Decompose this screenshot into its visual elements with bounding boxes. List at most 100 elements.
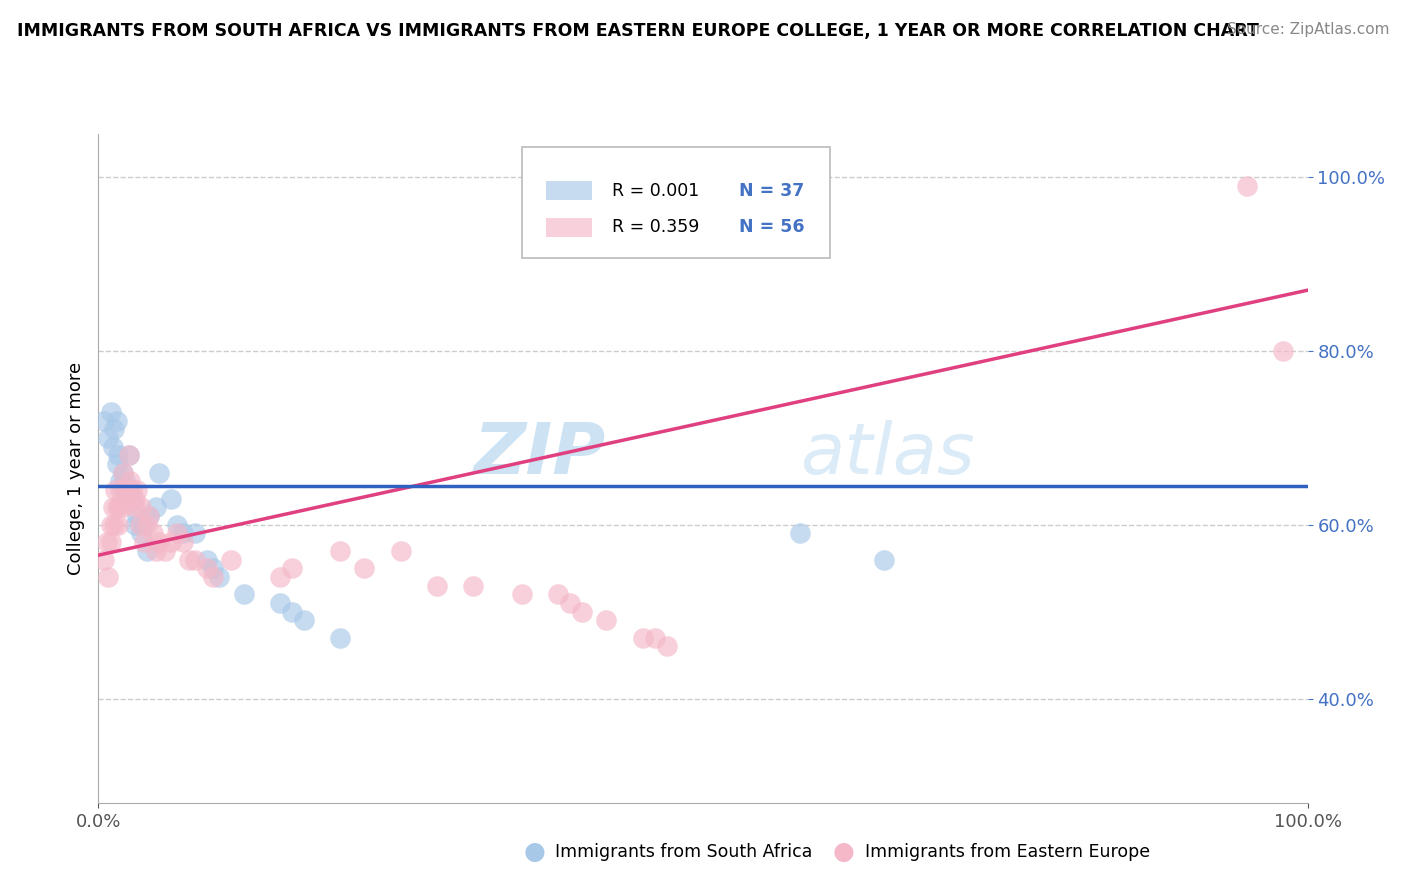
Point — [135, 544, 157, 558]
Point — [145, 500, 167, 515]
Point — [121, 483, 143, 497]
Point — [631, 631, 654, 645]
Point — [873, 552, 896, 566]
Point — [166, 517, 188, 532]
Point — [108, 483, 131, 497]
Point — [138, 509, 160, 524]
Point — [114, 483, 136, 497]
Point — [595, 613, 617, 627]
Point — [184, 552, 207, 566]
Bar — [546, 219, 592, 237]
Y-axis label: College, 1 year or more: College, 1 year or more — [66, 362, 84, 574]
Point — [129, 526, 152, 541]
Point — [138, 509, 160, 524]
Point — [1236, 178, 1258, 193]
Point — [108, 500, 131, 515]
Point — [789, 526, 811, 541]
Point — [127, 509, 149, 524]
Point — [121, 491, 143, 506]
Point — [172, 535, 194, 549]
Point — [195, 561, 218, 575]
Text: R = 0.001: R = 0.001 — [612, 182, 700, 200]
Point — [118, 475, 141, 489]
Point — [166, 526, 188, 541]
Point — [111, 466, 134, 480]
Point — [108, 475, 131, 489]
Point — [160, 535, 183, 549]
Point — [111, 483, 134, 497]
Text: R = 0.359: R = 0.359 — [612, 219, 700, 236]
Point — [142, 526, 165, 541]
Point — [134, 535, 156, 549]
Point — [202, 561, 225, 575]
Point — [93, 552, 115, 566]
Point — [153, 544, 176, 558]
Point — [177, 552, 201, 566]
Point — [269, 596, 291, 610]
Point — [208, 570, 231, 584]
Text: atlas: atlas — [800, 420, 974, 490]
Point — [134, 517, 156, 532]
Point — [114, 475, 136, 489]
Point — [100, 405, 122, 419]
FancyBboxPatch shape — [522, 147, 830, 258]
Point — [510, 587, 533, 601]
Point — [111, 500, 134, 515]
Point — [202, 570, 225, 584]
Point — [329, 631, 352, 645]
Point — [105, 500, 128, 515]
Point — [148, 535, 170, 549]
Point — [107, 517, 129, 532]
Point — [117, 483, 139, 497]
Point — [292, 613, 315, 627]
Point — [463, 578, 485, 592]
Text: ●: ● — [523, 840, 546, 863]
Text: ●: ● — [832, 840, 855, 863]
Point — [269, 570, 291, 584]
Text: N = 37: N = 37 — [740, 182, 804, 200]
Point — [105, 413, 128, 427]
Point — [124, 491, 146, 506]
Text: Immigrants from South Africa: Immigrants from South Africa — [555, 843, 813, 861]
Point — [100, 517, 122, 532]
Point — [1272, 344, 1295, 359]
Point — [124, 500, 146, 515]
Text: ZIP: ZIP — [474, 420, 606, 490]
Point — [195, 552, 218, 566]
Point — [118, 448, 141, 462]
Point — [353, 561, 375, 575]
Point — [100, 535, 122, 549]
Text: Source: ZipAtlas.com: Source: ZipAtlas.com — [1226, 22, 1389, 37]
Point — [101, 440, 124, 454]
Point — [281, 561, 304, 575]
Point — [96, 535, 118, 549]
Point — [101, 500, 124, 515]
Text: IMMIGRANTS FROM SOUTH AFRICA VS IMMIGRANTS FROM EASTERN EUROPE COLLEGE, 1 YEAR O: IMMIGRANTS FROM SOUTH AFRICA VS IMMIGRAN… — [17, 22, 1258, 40]
Point — [571, 605, 593, 619]
Point — [118, 483, 141, 497]
Point — [105, 457, 128, 471]
Point — [172, 526, 194, 541]
Bar — [546, 181, 592, 200]
Point — [184, 526, 207, 541]
Point — [281, 605, 304, 619]
Point — [329, 544, 352, 558]
Point — [135, 517, 157, 532]
Point — [655, 640, 678, 654]
Point — [221, 552, 243, 566]
Point — [128, 517, 150, 532]
Point — [97, 431, 120, 445]
Point — [111, 466, 134, 480]
Point — [148, 466, 170, 480]
Point — [160, 491, 183, 506]
Point — [124, 517, 146, 532]
Point — [129, 500, 152, 515]
Point — [389, 544, 412, 558]
Point — [103, 517, 125, 532]
Point — [118, 448, 141, 462]
Point — [127, 483, 149, 497]
Point — [104, 483, 127, 497]
Text: N = 56: N = 56 — [740, 219, 804, 236]
Text: Immigrants from Eastern Europe: Immigrants from Eastern Europe — [865, 843, 1150, 861]
Point — [644, 631, 666, 645]
